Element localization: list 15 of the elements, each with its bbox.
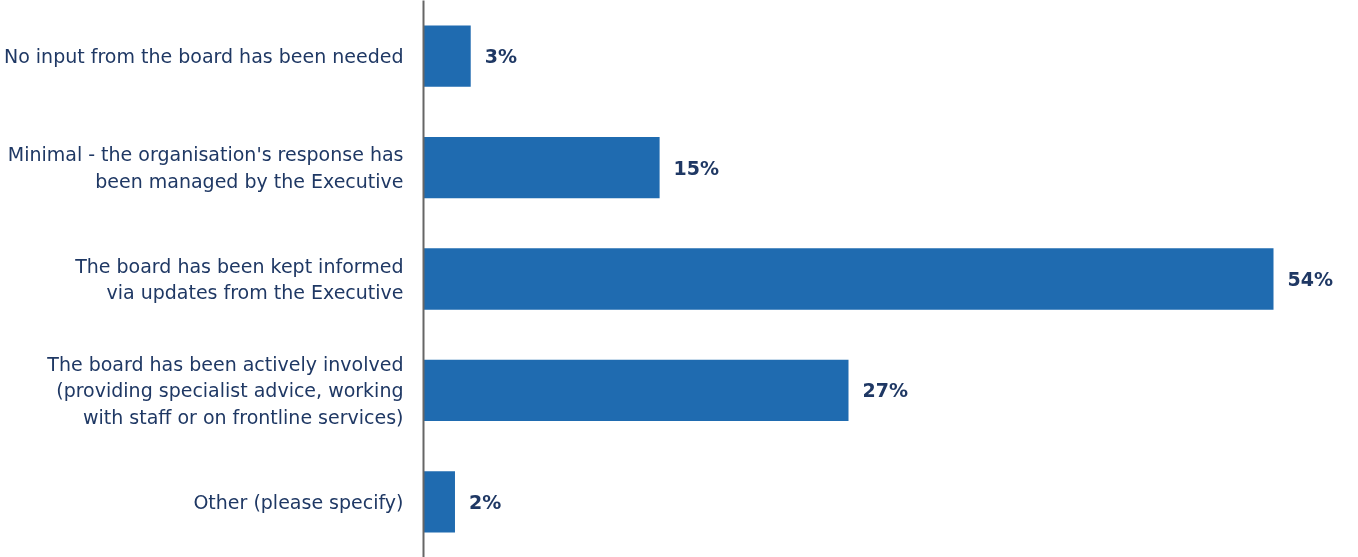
data-label: 54% bbox=[1287, 268, 1333, 290]
data-label: 3% bbox=[484, 45, 517, 68]
data-label: 2% bbox=[468, 490, 502, 513]
y-tick-label: The board has been kept informed via updates from the Executive bbox=[74, 254, 404, 304]
bar bbox=[423, 359, 849, 422]
y-tick-label: Other (please specify) bbox=[193, 490, 404, 513]
y-tick-label: Minimal - the organisation's response has been managed by the Executive bbox=[7, 143, 404, 192]
bar bbox=[423, 471, 455, 533]
bar bbox=[423, 248, 1274, 310]
y-tick-label: The board has been actively involved (providing specialist advice, working with staff or on frontline services) bbox=[46, 353, 404, 428]
y-tick-label: No input from the board has been needed bbox=[3, 45, 404, 68]
bar bbox=[423, 136, 660, 199]
data-label: 27% bbox=[862, 379, 908, 402]
data-label: 15% bbox=[673, 156, 720, 179]
bar bbox=[423, 25, 471, 87]
